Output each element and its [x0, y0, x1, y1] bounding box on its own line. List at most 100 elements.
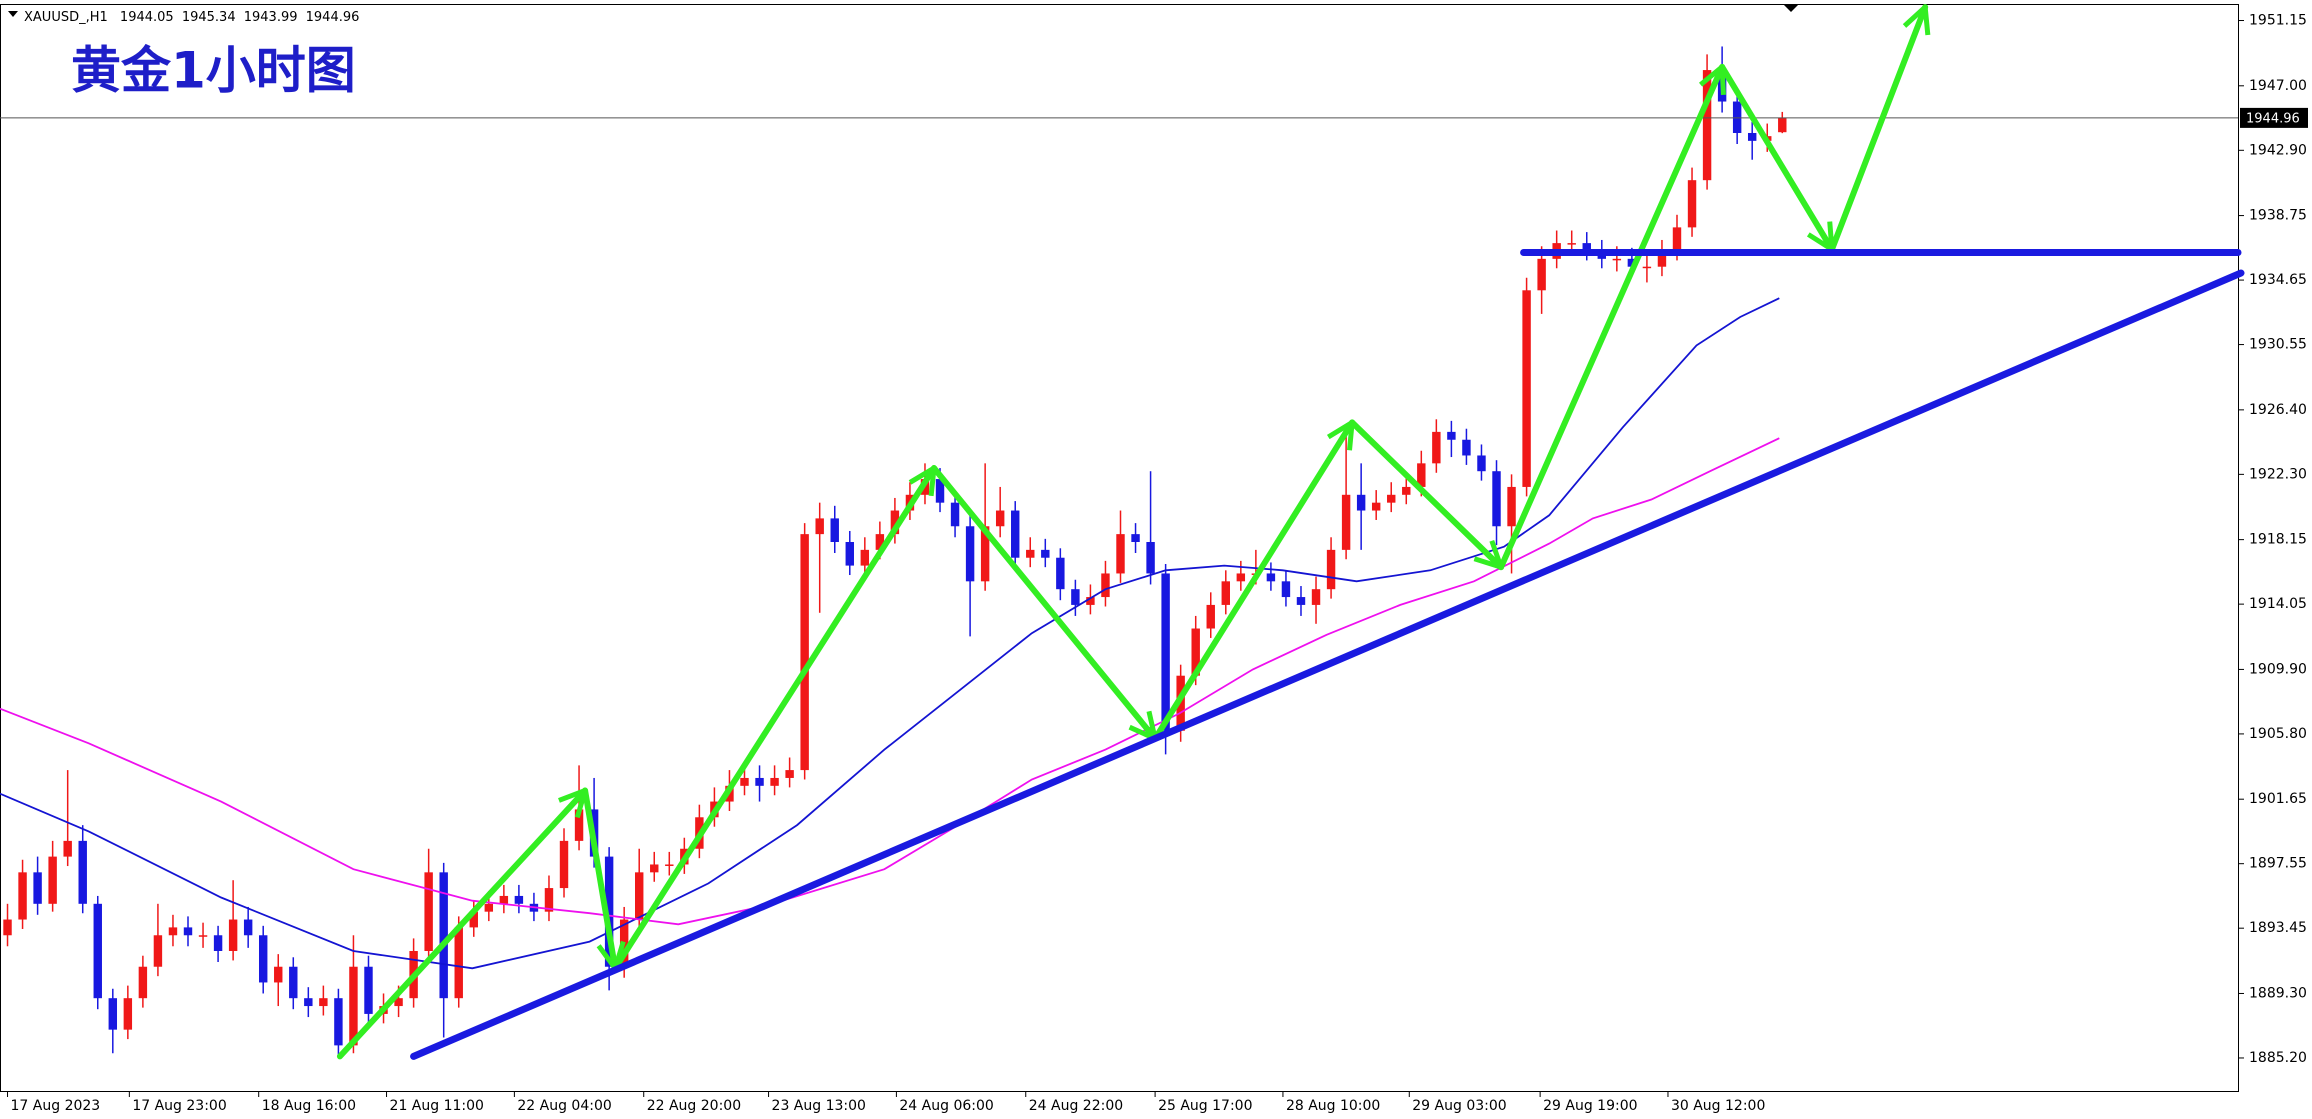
trend-arrow [1828, 7, 1925, 253]
candle-body [1221, 581, 1230, 605]
candle-body [319, 998, 328, 1007]
trend-line [410, 269, 2245, 1060]
candle-body [1011, 510, 1020, 558]
candle-body [1477, 455, 1486, 472]
candle-body [1026, 549, 1035, 558]
candle-body [243, 919, 253, 936]
x-tick-label: 29 Aug 03:00 [1412, 1098, 1506, 1114]
candles [3, 46, 1787, 1057]
candle-body [198, 935, 208, 937]
trend-arrow [1498, 67, 1722, 571]
y-tick-label: 1926.40 [2249, 402, 2307, 418]
y-tick-label: 1909.90 [2249, 661, 2307, 677]
candle-body [740, 777, 749, 786]
last-open: 1944.05 [120, 10, 174, 25]
candle-body [1071, 589, 1080, 605]
candle-body [1356, 494, 1366, 511]
candle-body [1732, 101, 1742, 133]
candle-body [1702, 70, 1712, 181]
y-tick-label: 1918.15 [2249, 532, 2307, 548]
candle-body [1371, 502, 1381, 511]
candle-body [1161, 573, 1170, 731]
candle-body [1266, 573, 1276, 582]
candle-body [499, 895, 509, 904]
candle-body [1687, 180, 1697, 228]
candle-body [755, 777, 764, 786]
candle-body [63, 840, 72, 857]
candle-body [1402, 486, 1411, 495]
candle-body [815, 518, 824, 535]
trend-arrow [931, 465, 1155, 739]
candle-body [1432, 431, 1441, 464]
moving-average [0, 437, 1780, 926]
candle-body [1296, 597, 1306, 605]
x-tick-label: 22 Aug 20:00 [647, 1098, 741, 1114]
candle-body [1507, 486, 1516, 527]
chart-title: 黄金1小时图 [71, 42, 356, 100]
moving-average [0, 297, 1780, 970]
y-tick-label: 1947.00 [2249, 78, 2307, 94]
x-tick-label: 18 Aug 16:00 [262, 1098, 356, 1114]
y-tick-label: 1901.65 [2249, 791, 2307, 807]
candle-body [1056, 557, 1065, 590]
candle-body [1101, 573, 1110, 598]
y-tick-label: 1938.75 [2249, 208, 2307, 224]
candle-body [349, 966, 358, 1046]
candle-body [454, 927, 463, 999]
candle-body [1191, 628, 1200, 676]
candle-body [183, 927, 193, 936]
candle-body [1582, 243, 1591, 251]
candle-body [950, 502, 960, 527]
y-tick-label: 1897.55 [2249, 856, 2307, 872]
candle-body [394, 998, 403, 1007]
candle-body [228, 919, 238, 951]
candle-body [1387, 494, 1396, 503]
candle-body [1747, 132, 1757, 141]
candle-body [1657, 250, 1667, 267]
candle-body [935, 479, 945, 503]
candle-body [439, 872, 448, 999]
y-tick-label: 1889.30 [2249, 985, 2307, 1001]
y-tick-label: 1934.65 [2249, 272, 2307, 288]
candle-body [3, 919, 12, 936]
candle-body [1116, 534, 1125, 574]
candle-body [78, 840, 87, 904]
candle-body [274, 966, 283, 983]
candle-body [875, 534, 885, 550]
trend-arrow [1152, 422, 1356, 742]
candle-body [559, 840, 569, 889]
x-tick-label: 17 Aug 23:00 [132, 1098, 226, 1114]
candle-body [108, 998, 118, 1030]
y-tick-label: 1951.15 [2249, 13, 2307, 29]
candle-body [1642, 266, 1652, 269]
y-tick-label: 1922.30 [2249, 466, 2307, 482]
candle-body [770, 777, 779, 786]
last-low: 1943.99 [244, 10, 298, 25]
candle-body [93, 903, 102, 999]
x-tick-label: 24 Aug 06:00 [899, 1098, 993, 1114]
candle-body [830, 518, 839, 542]
last-high: 1945.34 [182, 10, 236, 25]
candle-body [153, 935, 163, 967]
price-label-box [2240, 107, 2308, 128]
y-tick-label: 1885.20 [2249, 1050, 2307, 1066]
candle-body [289, 966, 298, 999]
candle-body [800, 534, 809, 771]
candle-body [604, 856, 614, 967]
candle-body [860, 549, 870, 566]
candle-body [650, 864, 659, 873]
shift-marker [1784, 5, 1798, 12]
candle-body [1041, 549, 1050, 558]
candle-body [1492, 471, 1501, 527]
y-tick-label: 1905.80 [2249, 726, 2307, 742]
candle-body [514, 895, 524, 904]
candle-body [18, 872, 27, 920]
candle-body [48, 856, 57, 904]
candle-body [1131, 534, 1140, 542]
candle-body [213, 935, 223, 951]
trend-arrow [582, 787, 615, 969]
candle-body [574, 809, 584, 841]
y-tick-label: 1942.90 [2249, 142, 2307, 158]
x-tick-label: 22 Aug 04:00 [517, 1098, 611, 1114]
